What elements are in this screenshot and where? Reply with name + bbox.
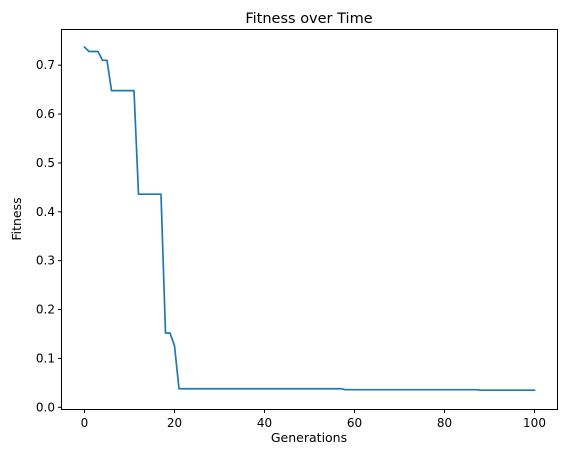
x-tick-label: 0 [81, 416, 89, 430]
x-axis: 0 20 40 60 80 100 [81, 409, 546, 430]
x-tick-label: 40 [257, 416, 272, 430]
y-axis: 0.0 0.1 0.2 0.3 0.4 0.5 0.6 0.7 [36, 58, 62, 414]
x-axis-label: Generations [271, 430, 347, 445]
y-tick-label: 0.3 [36, 254, 55, 268]
y-axis-label: Fitness [9, 197, 24, 240]
y-tick-label: 0.5 [36, 156, 55, 170]
y-tick-label: 0.6 [36, 107, 55, 121]
y-tick-label: 0.7 [36, 58, 55, 72]
y-tick-label: 0.0 [36, 400, 55, 414]
chart-title: Fitness over Time [245, 11, 372, 27]
y-tick-label: 0.4 [36, 205, 55, 219]
fitness-series-line [83, 45, 536, 392]
y-tick-label: 0.1 [36, 351, 55, 365]
x-tick-label: 80 [437, 416, 452, 430]
plot-frame [61, 29, 558, 410]
y-tick-label: 0.2 [36, 303, 55, 317]
x-tick-label: 20 [167, 416, 182, 430]
x-tick-label: 60 [347, 416, 362, 430]
x-tick-label: 100 [523, 416, 546, 430]
